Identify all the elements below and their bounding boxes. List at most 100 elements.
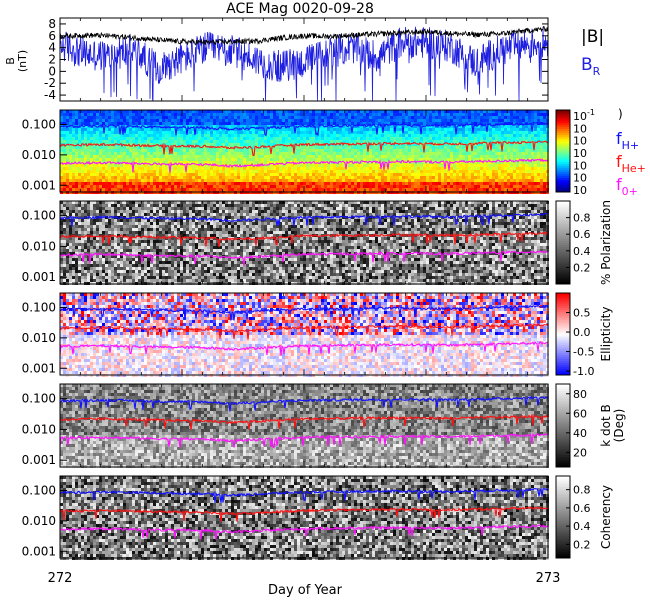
heatmap-cell — [498, 149, 501, 152]
heatmap-cell — [513, 110, 516, 113]
heatmap-cell — [336, 188, 339, 191]
heatmap-cell — [495, 140, 498, 143]
heatmap-cell — [90, 113, 93, 116]
heatmap-cell — [348, 113, 351, 116]
heatmap-cell — [297, 179, 300, 182]
heatmap-cell — [276, 167, 279, 170]
heatmap-cell — [540, 152, 543, 155]
heatmap-cell — [537, 173, 540, 176]
heatmap-cell — [126, 137, 129, 140]
heatmap-cell — [297, 152, 300, 155]
heatmap-cell — [102, 122, 105, 125]
heatmap-cell — [228, 155, 231, 158]
heatmap-cell — [393, 185, 396, 188]
heatmap-cell — [399, 116, 402, 119]
heatmap-cell — [351, 173, 354, 176]
heatmap-cell — [144, 164, 147, 167]
heatmap-cell — [84, 179, 87, 182]
heatmap-cell — [177, 143, 180, 146]
heatmap-cell — [492, 113, 495, 116]
heatmap-cell — [255, 188, 258, 191]
heatmap-cell — [441, 179, 444, 182]
heatmap-cell — [336, 179, 339, 182]
heatmap-cell — [543, 167, 546, 170]
heatmap-cell — [96, 149, 99, 152]
heatmap-cell — [318, 182, 321, 185]
heatmap-cell — [300, 182, 303, 185]
heatmap-cell — [192, 204, 195, 207]
heatmap-cell — [150, 176, 153, 179]
heatmap-cell — [312, 119, 315, 122]
heatmap-cell — [528, 131, 531, 134]
heatmap-cell — [375, 201, 378, 204]
heatmap-cell — [426, 137, 429, 140]
heatmap-cell — [372, 182, 375, 185]
heatmap-cell — [270, 176, 273, 179]
heatmap-cell — [450, 179, 453, 182]
heatmap-cell — [447, 204, 450, 207]
heatmap-cell — [252, 179, 255, 182]
heatmap-cell — [291, 176, 294, 179]
heatmap-cell — [177, 134, 180, 137]
heatmap-cell — [318, 176, 321, 179]
heatmap-cell — [159, 122, 162, 125]
heatmap-cell — [522, 182, 525, 185]
heatmap-cell — [336, 185, 339, 188]
heatmap-cell — [111, 131, 114, 134]
heatmap-cell — [351, 179, 354, 182]
heatmap-cell — [366, 167, 369, 170]
heatmap-cell — [147, 152, 150, 155]
heatmap-cell — [324, 179, 327, 182]
heatmap-cell — [375, 134, 378, 137]
heatmap-cell — [207, 185, 210, 188]
heatmap-cell — [411, 201, 414, 204]
heatmap-cell — [183, 122, 186, 125]
heatmap-cell — [426, 170, 429, 173]
heatmap-cell — [306, 137, 309, 140]
heatmap-cell — [429, 137, 432, 140]
heatmap-cell — [306, 173, 309, 176]
heatmap-cell — [336, 158, 339, 161]
heatmap-cell — [498, 128, 501, 131]
heatmap-cell — [420, 116, 423, 119]
heatmap-cell — [417, 116, 420, 119]
heatmap-cell — [147, 164, 150, 167]
heatmap-cell — [345, 158, 348, 161]
heatmap-cell — [315, 188, 318, 191]
heatmap-cell — [66, 155, 69, 158]
heatmap-cell — [399, 167, 402, 170]
heatmap-cell — [507, 143, 510, 146]
heatmap-cell — [441, 201, 444, 204]
heatmap-cell — [99, 182, 102, 185]
heatmap-cell — [273, 182, 276, 185]
heatmap-cell — [150, 167, 153, 170]
heatmap-cell — [498, 140, 501, 143]
heatmap-cell — [402, 149, 405, 152]
heatmap-cell — [282, 173, 285, 176]
heatmap-cell — [183, 179, 186, 182]
heatmap-cell — [213, 134, 216, 137]
heatmap-cell — [288, 146, 291, 149]
heatmap-cell — [471, 204, 474, 207]
heatmap-cell — [150, 140, 153, 143]
heatmap-cell — [114, 167, 117, 170]
heatmap-cell — [318, 134, 321, 137]
heatmap-cell — [483, 131, 486, 134]
heatmap-cell — [456, 152, 459, 155]
heatmap-cell — [534, 116, 537, 119]
heatmap-cell — [309, 134, 312, 137]
heatmap-cell — [534, 185, 537, 188]
heatmap-cell — [153, 188, 156, 191]
heatmap-cell — [300, 155, 303, 158]
heatmap-cell — [210, 161, 213, 164]
heatmap-cell — [381, 152, 384, 155]
heatmap-cell — [93, 134, 96, 137]
heatmap-cell — [72, 146, 75, 149]
heatmap-cell — [93, 170, 96, 173]
heatmap-cell — [309, 164, 312, 167]
heatmap-cell — [414, 119, 417, 122]
heatmap-cell — [486, 170, 489, 173]
heatmap-cell — [120, 113, 123, 116]
heatmap-cell — [303, 201, 306, 204]
heatmap-cell — [330, 182, 333, 185]
